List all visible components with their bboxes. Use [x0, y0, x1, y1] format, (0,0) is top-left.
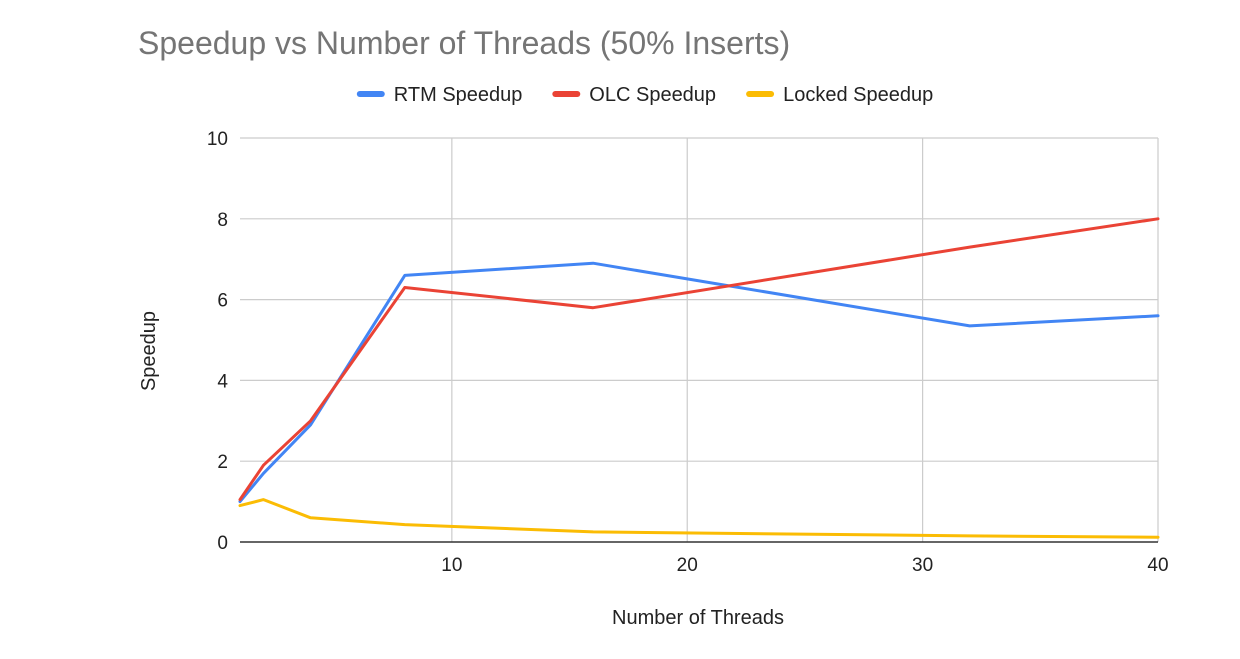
legend-label: Locked Speedup — [783, 84, 933, 106]
y-tick-label: 0 — [217, 533, 228, 554]
legend-item: RTM Speedup — [356, 84, 523, 106]
y-axis-ticks: 0 2 4 6 8 10 — [207, 129, 229, 554]
y-tick-label: 6 — [217, 291, 228, 312]
series-lines — [238, 217, 1160, 539]
legend-swatch — [746, 91, 775, 97]
legend-item: OLC Speedup — [552, 84, 716, 106]
y-axis-title: Speedup — [138, 311, 160, 391]
legend-item: Locked Speedup — [746, 84, 933, 106]
y-tick-label: 4 — [217, 371, 228, 392]
gridlines — [240, 137, 1159, 542]
series-line-1 — [238, 261, 1160, 504]
y-tick-label: 10 — [207, 129, 228, 150]
legend-swatch — [552, 91, 581, 97]
legend: RTM Speedup OLC Speedup Locked Speedup — [356, 84, 933, 106]
x-tick-label: 10 — [441, 555, 462, 576]
legend-swatch — [356, 91, 385, 97]
legend-label: RTM Speedup — [394, 84, 523, 106]
x-tick-label: 40 — [1147, 555, 1168, 576]
x-axis-title: Number of Threads — [612, 607, 784, 629]
y-tick-label: 2 — [217, 452, 228, 473]
legend-label: OLC Speedup — [589, 84, 716, 106]
y-tick-label: 8 — [217, 210, 228, 231]
x-tick-label: 30 — [912, 555, 933, 576]
x-axis-ticks: 10 20 30 40 — [441, 555, 1168, 576]
series-line-2 — [238, 217, 1160, 502]
series-line-3 — [238, 498, 1160, 539]
x-tick-label: 20 — [677, 555, 698, 576]
chart-title: Speedup vs Number of Threads (50% Insert… — [138, 25, 790, 61]
